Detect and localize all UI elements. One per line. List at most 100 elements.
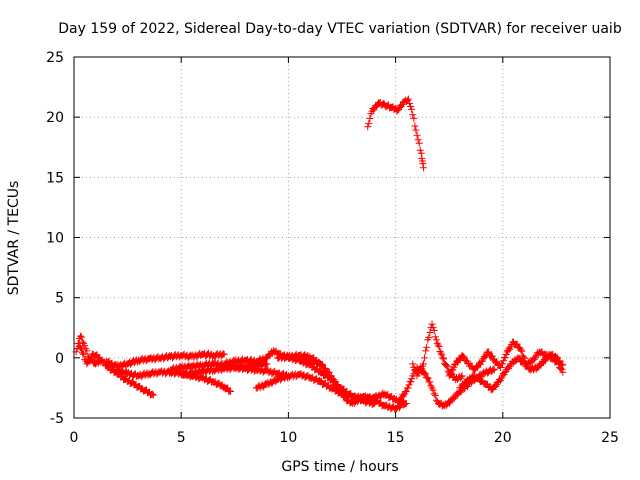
data-point xyxy=(227,388,235,396)
x-tick-label: 15 xyxy=(387,430,405,446)
data-point xyxy=(457,373,465,381)
data-point xyxy=(537,361,545,369)
y-tick-label: -5 xyxy=(50,411,64,427)
data-point xyxy=(96,354,104,362)
data-point xyxy=(404,95,412,103)
data-point xyxy=(445,372,453,380)
data-point xyxy=(424,374,432,382)
y-tick-label: 5 xyxy=(55,291,64,307)
data-point xyxy=(78,345,86,353)
data-point xyxy=(406,100,414,108)
data-point xyxy=(321,364,329,372)
data-point xyxy=(76,344,84,352)
data-point xyxy=(226,387,234,395)
data-point xyxy=(429,324,437,332)
data-point xyxy=(431,333,439,341)
data-point xyxy=(490,366,498,374)
data-point xyxy=(148,390,156,398)
data-point xyxy=(412,126,420,134)
x-tick-label: 20 xyxy=(494,430,512,446)
data-point xyxy=(559,361,567,369)
y-tick-label: 10 xyxy=(46,231,64,247)
x-tick-label: 0 xyxy=(70,430,79,446)
data-point xyxy=(438,351,446,359)
data-point xyxy=(370,400,378,408)
data-point xyxy=(220,350,228,358)
data-point xyxy=(426,328,434,336)
data-point xyxy=(517,346,525,354)
data-point xyxy=(149,391,157,399)
data-point xyxy=(79,349,87,357)
axis-ticks: 0 5 10 15 20 25 -5 0 5 10 15 20 25 xyxy=(46,50,619,446)
data-point xyxy=(558,361,566,369)
data-point xyxy=(400,400,408,408)
data-point xyxy=(439,354,447,362)
data-point xyxy=(435,343,443,351)
data-point xyxy=(429,386,437,394)
data-point xyxy=(365,119,373,127)
data-point xyxy=(423,343,431,351)
x-tick-label: 25 xyxy=(601,430,619,446)
data-point xyxy=(411,122,419,130)
data-point xyxy=(430,390,438,398)
y-tick-label: 25 xyxy=(46,50,64,66)
data-point xyxy=(489,365,497,373)
data-point xyxy=(460,353,468,361)
y-axis-label: SDTVAR / TECUs xyxy=(6,181,22,296)
data-point xyxy=(80,350,88,358)
y-tick-label: 0 xyxy=(55,351,64,367)
data-point xyxy=(498,360,506,368)
data-point xyxy=(410,114,418,122)
data-point xyxy=(493,358,501,366)
data-point xyxy=(416,146,424,154)
data-point xyxy=(440,355,448,363)
data-point xyxy=(263,360,271,368)
x-tick-label: 5 xyxy=(177,430,186,446)
data-point xyxy=(79,338,87,346)
data-point xyxy=(431,391,439,399)
data-point xyxy=(83,347,91,355)
data-point xyxy=(407,378,415,386)
data-point xyxy=(419,160,427,168)
series-arc-2 xyxy=(74,339,104,368)
data-point xyxy=(497,363,505,371)
data-point xyxy=(319,361,327,369)
data-point xyxy=(81,355,89,363)
data-point xyxy=(414,136,422,144)
data-point xyxy=(404,384,412,392)
data-point xyxy=(488,352,496,360)
data-point xyxy=(443,363,451,371)
data-point xyxy=(501,354,509,362)
data-point xyxy=(460,381,468,389)
data-point xyxy=(559,368,567,376)
data-point xyxy=(95,353,103,361)
x-axis-label: GPS time / hours xyxy=(281,459,398,475)
series-arc-1 xyxy=(72,332,157,399)
data-point xyxy=(421,370,429,378)
data-point xyxy=(417,149,425,157)
data-point xyxy=(434,341,442,349)
data-point xyxy=(408,105,416,113)
data-point xyxy=(553,353,561,361)
data-point xyxy=(407,102,415,110)
data-point xyxy=(518,347,526,355)
data-point xyxy=(364,123,372,131)
series-arc-13 xyxy=(409,320,466,383)
data-point xyxy=(413,131,421,139)
data-point xyxy=(76,332,84,340)
grid xyxy=(74,57,610,418)
data-point xyxy=(74,339,82,347)
data-series xyxy=(72,95,567,413)
data-point xyxy=(409,111,417,119)
series-arc-11 xyxy=(364,95,427,172)
data-point xyxy=(409,360,417,368)
data-point xyxy=(402,388,410,396)
data-point xyxy=(432,336,440,344)
data-point xyxy=(422,347,430,355)
data-point xyxy=(419,164,427,172)
data-point xyxy=(426,378,434,386)
data-point xyxy=(437,349,445,357)
data-point xyxy=(556,357,564,365)
